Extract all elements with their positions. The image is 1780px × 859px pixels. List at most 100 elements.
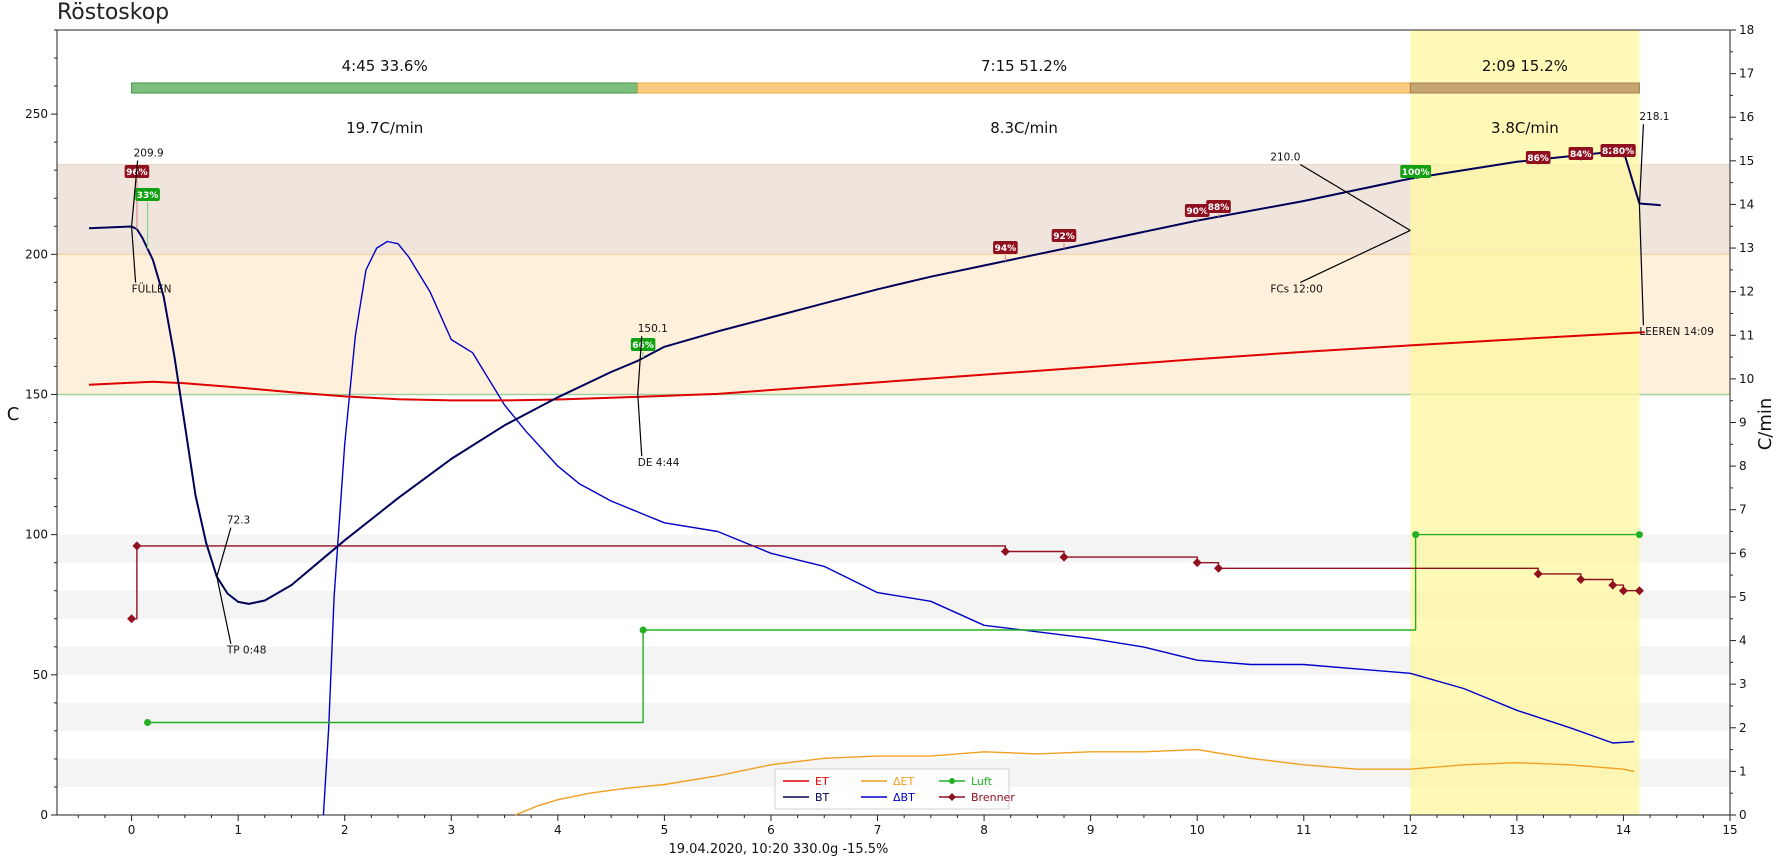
legend-marker [949, 778, 955, 784]
event-flag-box [135, 188, 160, 201]
x-tick-label: 11 [1296, 823, 1311, 837]
annotation-label: FCs 12:00 [1270, 283, 1322, 295]
annotation-label: 210.0 [1270, 151, 1300, 163]
event-flag-box [1051, 229, 1077, 242]
y-right-tick-label: 9 [1739, 416, 1747, 430]
phase-rate-label: 3.8C/min [1491, 119, 1559, 137]
annotation-leader [1638, 124, 1645, 206]
y-right-tick-label: 10 [1739, 372, 1754, 386]
legend-label: ΔBT [893, 791, 915, 804]
annotation-label: DE 4:44 [638, 457, 680, 469]
y-right-tick-label: 7 [1739, 503, 1747, 517]
x-tick-label: 4 [554, 823, 562, 837]
brenner-marker [1576, 575, 1586, 584]
event-flag-label: 86% [1527, 154, 1549, 164]
event-flag-box [630, 338, 656, 351]
phase-rate-label: 19.7C/min [346, 119, 423, 137]
y-right-tick-label: 8 [1739, 459, 1747, 473]
x-tick-label: 14 [1616, 823, 1631, 837]
y-right-tick-label: 0 [1739, 808, 1747, 822]
event-flag-box [1184, 204, 1210, 217]
brenner-marker [132, 541, 142, 551]
x-tick-label: 12 [1403, 823, 1418, 837]
annotation-label: TP 0:48 [226, 645, 267, 657]
annotation-leader [130, 226, 137, 283]
annotation-label: FÜLLEN [132, 283, 172, 296]
legend-label: BT [815, 791, 830, 804]
event-flag-label: 100% [1402, 168, 1430, 178]
y-right-tick-label: 5 [1739, 590, 1747, 604]
y-right-tick-label: 14 [1739, 197, 1754, 211]
luft-marker [144, 718, 152, 726]
x-tick-label: 2 [341, 823, 349, 837]
annotation-label: 218.1 [1639, 111, 1669, 123]
legend-box [774, 768, 1010, 810]
event-flag-label: 80% [1613, 147, 1635, 157]
event-flag-box [1568, 147, 1594, 160]
y-tick-label: 200 [25, 247, 48, 261]
event-flag-label: 84% [1570, 150, 1592, 160]
series-bt-line [322, 240, 1635, 816]
event-flag-label: 66% [632, 341, 654, 351]
phase-bar [1409, 82, 1640, 94]
legend-label: Luft [971, 775, 993, 788]
x-tick-label: 15 [1722, 823, 1737, 837]
y-right-tick-label: 6 [1739, 546, 1747, 560]
series-et-line [514, 748, 1635, 816]
x-tick-label: 10 [1190, 823, 1205, 837]
brenner-marker [1533, 569, 1543, 579]
y-right-axis-label: C/min [1755, 398, 1776, 451]
brenner-marker [127, 614, 137, 624]
y-right-tick-label: 11 [1739, 328, 1754, 342]
phase-time-label: 2:09 15.2% [1482, 57, 1568, 75]
brenner-marker [1192, 558, 1202, 568]
event-flag-label: 88% [1208, 203, 1230, 213]
y-tick-label: 50 [33, 668, 48, 682]
legend-label: ΔET [893, 775, 914, 788]
event-flag-box [993, 241, 1018, 254]
y-right-tick-label: 17 [1739, 67, 1754, 81]
y-tick-label: 150 [25, 387, 48, 401]
y-right-tick-label: 18 [1739, 23, 1754, 37]
series-luft-line [147, 533, 1640, 724]
y-right-tick-label: 15 [1739, 154, 1754, 168]
luft-marker [1635, 531, 1643, 539]
x-tick-label: 1 [234, 823, 242, 837]
annotation-leader [1638, 205, 1645, 326]
y-right-tick-label: 4 [1739, 634, 1747, 648]
phase-time-label: 7:15 51.2% [981, 57, 1067, 75]
x-tick-label: 7 [874, 823, 882, 837]
annotation-leader [637, 336, 643, 395]
series-bt-line [88, 149, 1661, 605]
annotation-label: 150.1 [638, 323, 668, 335]
annotation-leader [1300, 163, 1411, 231]
event-flag-box [1400, 165, 1432, 178]
annotation-label: 209.9 [134, 148, 164, 160]
brenner-marker [1618, 586, 1628, 596]
annotation-label: 72.3 [227, 515, 250, 527]
x-tick-label: 8 [980, 823, 988, 837]
y-right-tick-label: 16 [1739, 110, 1754, 124]
y-right-tick-label: 1 [1739, 764, 1747, 778]
brenner-marker [1214, 563, 1224, 573]
phase-rate-label: 8.3C/min [990, 119, 1058, 137]
event-flag-label: 33% [137, 191, 159, 201]
y-tick-label: 0 [40, 808, 48, 822]
x-tick-label: 9 [1087, 823, 1095, 837]
y-right-tick-label: 12 [1739, 285, 1754, 299]
legend-label: Brenner [971, 791, 1015, 804]
event-flag-label: 90% [1186, 207, 1208, 217]
x-tick-label: 6 [767, 823, 775, 837]
x-tick-label: 3 [447, 823, 455, 837]
annotation-label: LEEREN 14:09 [1639, 326, 1714, 338]
x-tick-label: 13 [1509, 823, 1524, 837]
y-tick-label: 250 [25, 107, 48, 121]
x-tick-label: 5 [661, 823, 669, 837]
phase-bar [131, 82, 639, 94]
brenner-marker [1608, 580, 1618, 590]
annotation-leader [637, 394, 643, 457]
y-right-tick-label: 13 [1739, 241, 1754, 255]
x-axis-label: 19.04.2020, 10:20 330.0g -15.5% [668, 842, 888, 857]
x-tick-label: 0 [128, 823, 136, 837]
